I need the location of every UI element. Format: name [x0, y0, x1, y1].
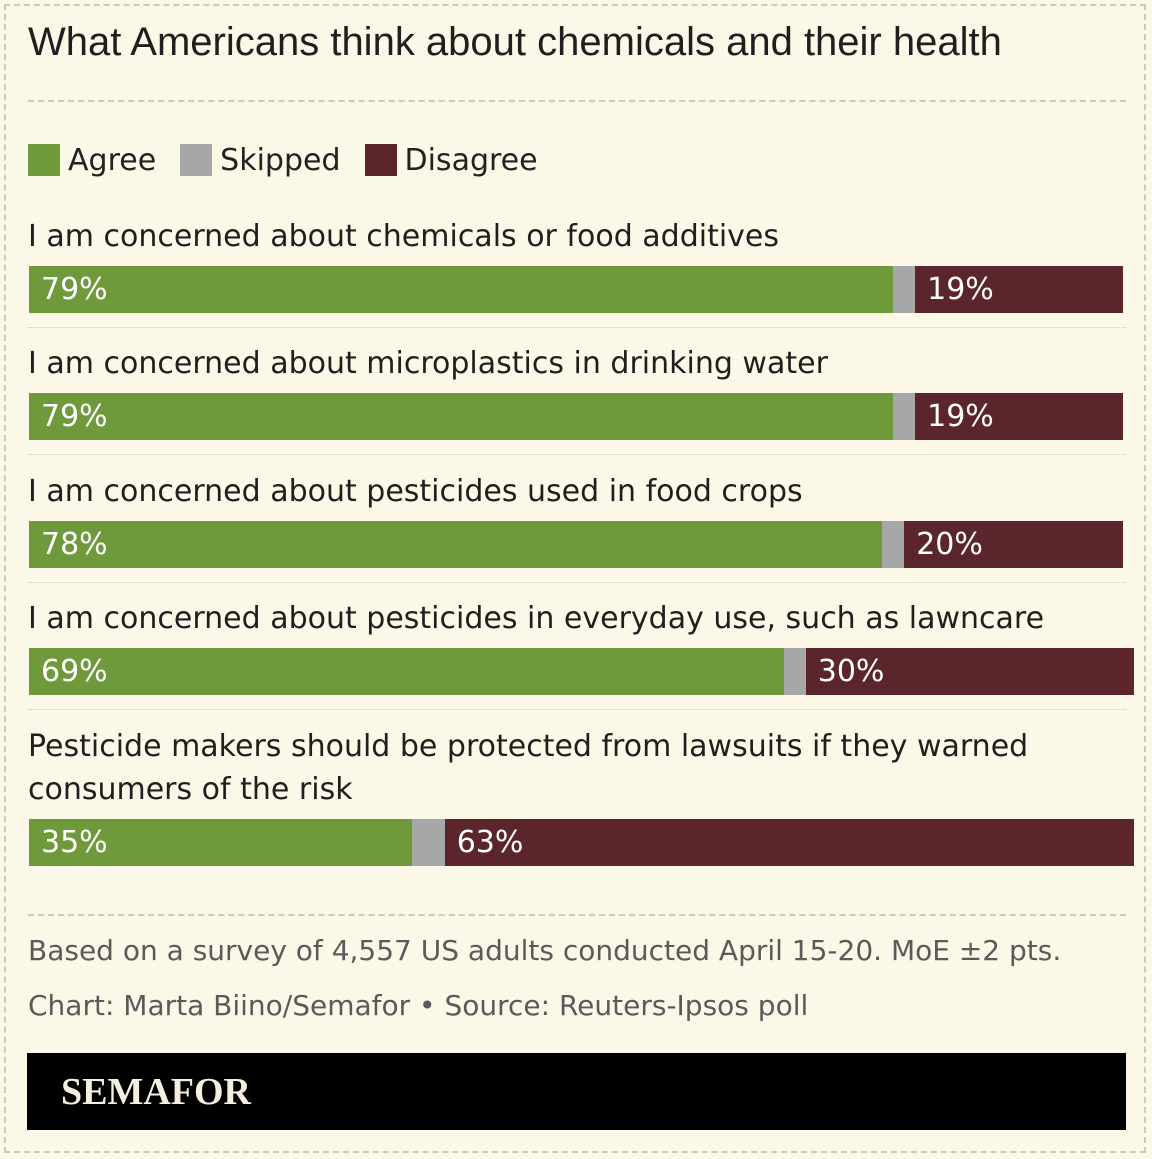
question-label: I am concerned about pesticides in every… [28, 601, 1045, 636]
question-label: I am concerned about microplastics in dr… [28, 346, 828, 381]
data-label-agree: 35% [41, 825, 108, 860]
semafor-logo: SEMAFOR [61, 1071, 251, 1113]
data-label-disagree: 19% [927, 399, 994, 434]
title-divider [28, 100, 1126, 102]
bar-segment-agree: 78% [29, 521, 883, 568]
row-divider [28, 709, 1126, 710]
question-label: I am concerned about pesticides used in … [28, 474, 803, 509]
bar-segment-skipped [893, 266, 916, 313]
data-label-agree: 78% [41, 527, 108, 562]
bar-segment-skipped [411, 819, 445, 866]
bar-segment-disagree: 63% [444, 819, 1134, 866]
bar-segment-agree: 79% [29, 393, 894, 440]
question-label: Pesticide makers should be protected fro… [28, 729, 1029, 807]
bar-segment-agree: 35% [29, 819, 412, 866]
stacked-bar: 79% 19% [29, 266, 1123, 313]
bar-segment-agree: 79% [29, 266, 894, 313]
legend-swatch-disagree [364, 144, 397, 176]
legend-swatch-skipped [180, 144, 213, 176]
data-label-disagree: 30% [817, 654, 885, 689]
brand-footer: SEMAFOR [27, 1053, 1126, 1130]
legend-label-agree: Agree [68, 142, 157, 178]
legend: Agree Skipped Disagree [28, 140, 562, 180]
legend-swatch-agree [28, 144, 60, 176]
stacked-bar: 78% 20% [29, 521, 1123, 568]
legend-item-disagree: Disagree [364, 142, 538, 178]
question-label: I am concerned about chemicals or food a… [28, 219, 780, 254]
legend-label-disagree: Disagree [404, 142, 538, 178]
bar-segment-disagree: 19% [915, 393, 1123, 440]
legend-item-agree: Agree [28, 143, 156, 178]
data-label-disagree: 63% [456, 825, 524, 860]
legend-item-skipped: Skipped [180, 142, 341, 178]
bar-segment-disagree: 30% [805, 648, 1134, 695]
bar-segment-agree: 69% [29, 648, 784, 695]
bar-segment-skipped [783, 648, 806, 695]
data-label-disagree: 20% [916, 527, 983, 562]
bar-segment-disagree: 20% [904, 521, 1123, 568]
stacked-bar: 79% 19% [29, 393, 1123, 440]
data-label-disagree: 19% [927, 272, 994, 307]
source-credit: Chart: Marta Biino/Semafor • Source: Reu… [28, 989, 809, 1022]
data-label-agree: 69% [41, 654, 108, 689]
data-label-agree: 79% [41, 272, 108, 307]
data-label-agree: 79% [41, 399, 108, 434]
bar-segment-disagree: 19% [915, 266, 1123, 313]
row-divider [28, 327, 1126, 328]
row-divider [28, 454, 1126, 455]
chart-frame [4, 4, 1146, 1153]
survey-note: Based on a survey of 4,557 US adults con… [28, 934, 1062, 967]
bar-segment-skipped [882, 521, 905, 568]
stacked-bar: 69% 30% [29, 648, 1134, 695]
stacked-bar: 35% 63% [29, 819, 1134, 866]
notes-divider [28, 914, 1126, 916]
legend-label-skipped: Skipped [220, 142, 341, 178]
row-divider [28, 582, 1126, 583]
bar-segment-skipped [893, 393, 916, 440]
chart-title: What Americans think about chemicals and… [28, 20, 1002, 64]
